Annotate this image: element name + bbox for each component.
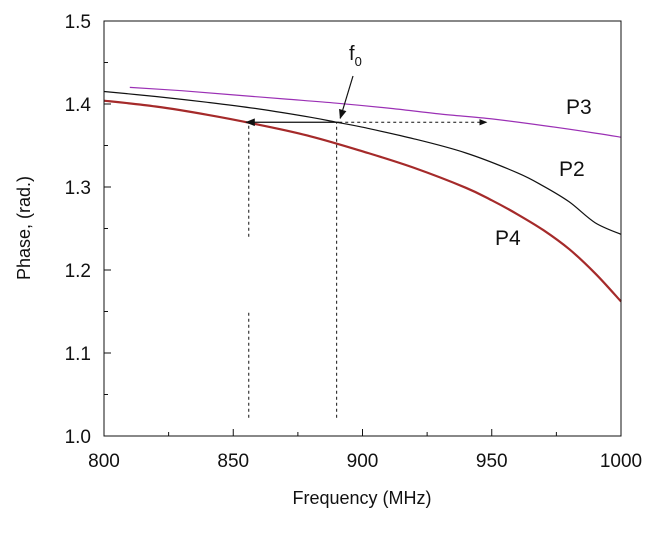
x-tick-label: 900 xyxy=(347,451,379,472)
x-tick-label: 1000 xyxy=(600,451,642,472)
x-ticks: 800 850 900 950 1000 xyxy=(88,429,642,472)
x-axis-title: Frequency (MHz) xyxy=(292,488,431,508)
y-tick-label: 1.4 xyxy=(65,95,92,116)
series-label-p3: P3 xyxy=(566,96,592,119)
plot-frame xyxy=(103,20,622,437)
y-tick-label: 1.1 xyxy=(65,344,91,365)
f0-main: f xyxy=(349,43,355,65)
f0-subscript: 0 xyxy=(355,54,362,69)
y-tick-label: 1.3 xyxy=(65,178,91,199)
y-axis-title: Phase, (rad.) xyxy=(14,176,34,280)
x-tick-label: 800 xyxy=(88,451,120,472)
series-line-p4 xyxy=(103,99,622,303)
annotation-layer xyxy=(245,75,488,418)
series-line-p3 xyxy=(129,86,622,138)
f0-annotation-label: f0 xyxy=(349,43,362,69)
series-layer xyxy=(103,86,622,303)
x-tick-label: 950 xyxy=(476,451,508,472)
f0-pointer-arrow xyxy=(339,75,354,120)
y-tick-label: 1.0 xyxy=(65,427,91,448)
series-label-p2: P2 xyxy=(559,158,585,181)
y-tick-label: 1.5 xyxy=(65,12,91,33)
series-label-p4: P4 xyxy=(495,227,521,250)
y-tick-label: 1.2 xyxy=(65,261,91,282)
x-tick-label: 850 xyxy=(217,451,249,472)
y-ticks: 1.0 1.1 1.2 1.3 1.4 1.5 xyxy=(65,12,111,448)
series-line-p2 xyxy=(103,90,622,235)
